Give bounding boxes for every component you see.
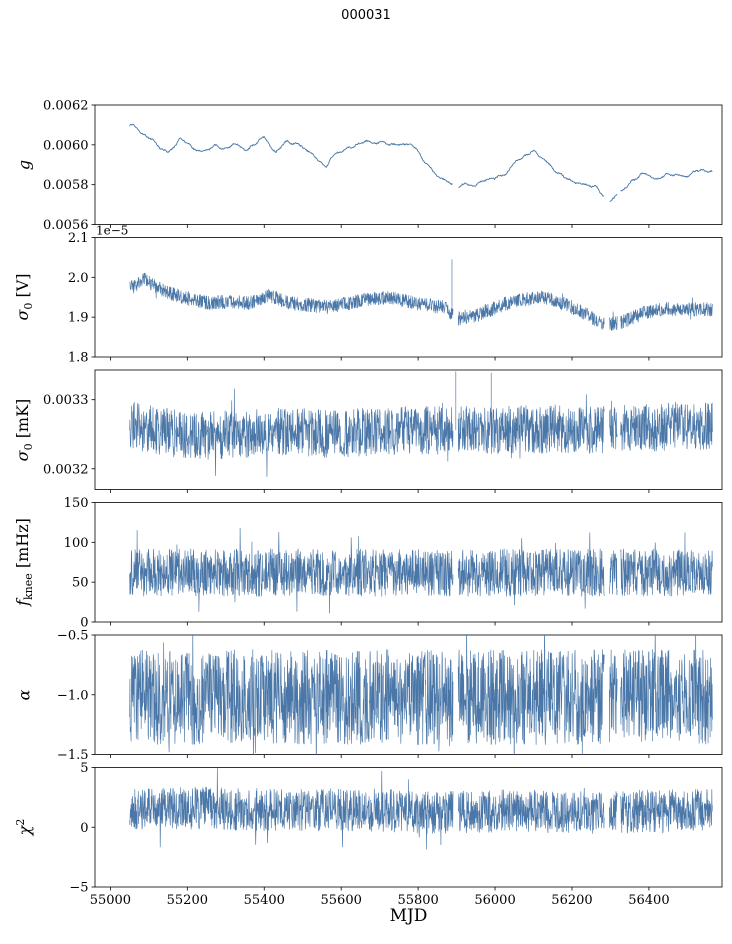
ylabel-alpha: α <box>14 689 34 701</box>
x-axis-label: MJD <box>389 906 428 926</box>
ylabel-g: g <box>14 159 34 170</box>
ylabel-chi2: χ2 <box>13 818 35 836</box>
ylabel-sigma0-V: σ0 [V] <box>12 273 36 321</box>
ylabel-sigma0-mK: σ0 [mK] <box>12 398 36 462</box>
figure-title: 000031 <box>341 8 391 23</box>
ylabel-fknee: fknee [mHz] <box>12 518 36 607</box>
